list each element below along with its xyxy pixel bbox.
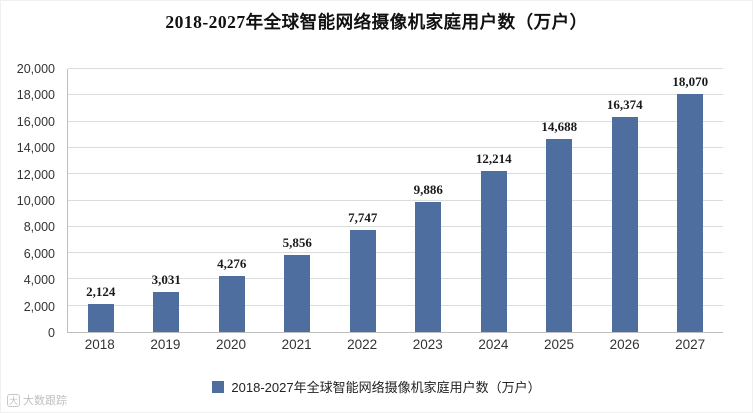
watermark: 大 大数跟踪: [7, 392, 67, 408]
watermark-logo-icon: 大: [7, 393, 20, 407]
x-tick-label: 2026: [609, 337, 640, 352]
gridline: [68, 173, 723, 175]
bar-value-label: 16,374: [606, 96, 643, 112]
x-tick-label: 2022: [347, 337, 378, 352]
bar-value-label: 18,070: [672, 74, 709, 90]
bar-value-label: 9,886: [413, 182, 443, 197]
y-tick-label: 14,000: [16, 141, 55, 156]
y-tick-label: 12,000: [16, 167, 55, 182]
bar-2025: [546, 138, 573, 332]
y-tick-label: 20,000: [16, 62, 55, 76]
chart-title: 2018-2027年全球智能网络摄像机家庭用户数（万户）: [165, 12, 588, 32]
y-tick-label: 2,000: [23, 299, 55, 314]
bar-value-label: 4,276: [217, 255, 247, 271]
gridline: [68, 94, 723, 96]
y-tick-label: 4,000: [23, 273, 55, 288]
gridline: [68, 120, 723, 122]
gridline: [68, 252, 723, 254]
bar-2024: [480, 171, 507, 332]
bar-2022: [349, 230, 376, 332]
x-tick-label: 2018: [84, 337, 115, 352]
x-axis: 2018 2019 2020 2021 2022 2023 2024 2025 2026 2027: [67, 337, 723, 357]
gridline: [68, 278, 723, 280]
gridline: [68, 146, 723, 148]
bar-value-label: 14,688: [541, 118, 578, 134]
y-tick-label: 10,000: [16, 194, 55, 208]
bar-2020: [218, 275, 245, 332]
bar-value-label: 5,856: [282, 235, 312, 250]
bar-2026: [611, 116, 638, 332]
x-tick-label: 2019: [150, 337, 181, 352]
gridline: [68, 68, 723, 69]
bar-2021: [284, 255, 311, 332]
bar-2018: [87, 304, 114, 332]
y-axis: 0 2,000 4,000 6,000 8,000 10,000 12,000 14,000 1…: [1, 62, 61, 340]
bar-value-label: 7,747: [348, 210, 378, 226]
x-tick-label: 2023: [412, 337, 443, 352]
x-tick-label: 2025: [543, 337, 575, 352]
bar-2019: [153, 292, 180, 332]
plot-area: 2,124 3,031 4,276 5,856 7,747 9,886 12,214 14,6…: [67, 68, 723, 333]
x-tick-label: 2024: [478, 337, 509, 352]
bar-value-label: 12,214: [475, 151, 512, 167]
watermark-label: 大数跟踪: [23, 395, 67, 407]
legend: 2018-2027年全球智能网络摄像机家庭用户数（万户）: [1, 377, 752, 396]
x-tick-label: 2027: [675, 337, 706, 352]
gridline: [68, 225, 723, 227]
x-tick-label: 2020: [215, 337, 247, 352]
y-tick-label: 6,000: [23, 246, 55, 261]
legend-label: 2018-2027年全球智能网络摄像机家庭用户数（万户）: [231, 380, 541, 395]
legend-swatch-icon: [212, 380, 225, 393]
gridline: [68, 199, 723, 201]
bar-value-label: 2,124: [86, 284, 116, 300]
gridline: [68, 304, 723, 306]
bar-value-label: 3,031: [151, 272, 181, 288]
y-tick-label: 18,000: [16, 88, 55, 103]
bar-2027: [677, 94, 704, 332]
x-tick-label: 2021: [281, 337, 312, 352]
y-tick-label: 0: [48, 326, 55, 340]
y-tick-label: 8,000: [23, 220, 55, 235]
bar-2023: [415, 202, 442, 332]
y-tick-label: 16,000: [16, 114, 55, 129]
